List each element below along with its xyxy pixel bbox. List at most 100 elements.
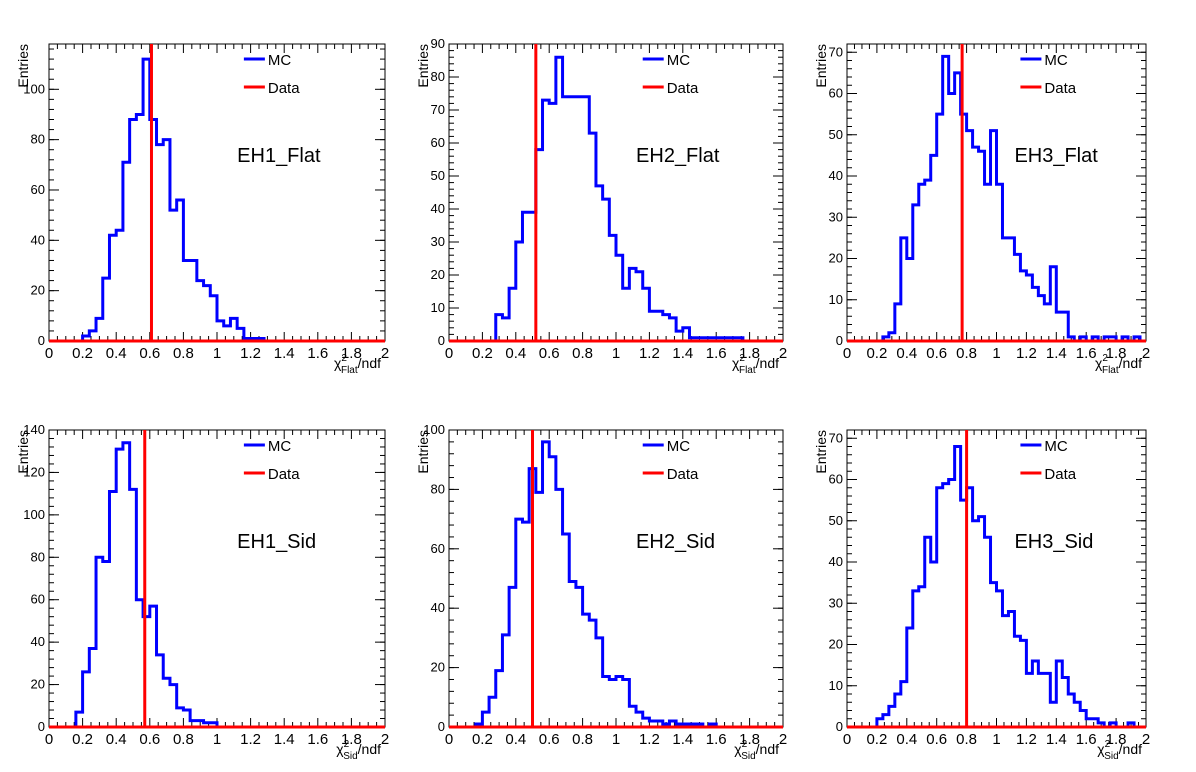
y-tick-label: 100	[423, 422, 445, 437]
legend-label-data: Data	[1044, 466, 1076, 483]
y-tick-label: 40	[31, 232, 45, 247]
y-tick-label: 70	[829, 44, 843, 59]
x-tick-label: 1.6	[706, 345, 727, 362]
legend-label-mc: MC	[667, 438, 690, 455]
y-tick-label: 0	[438, 333, 445, 348]
legend-label-data: Data	[268, 80, 300, 97]
y-axis-title: Entries	[15, 430, 31, 474]
x-tick-label: 2	[779, 345, 787, 362]
x-tick-label: 0	[445, 731, 453, 748]
panel-label: EH3_Flat	[1014, 145, 1098, 167]
y-tick-label: 60	[31, 592, 45, 607]
x-tick-label: 0.8	[572, 345, 593, 362]
x-tick-label: 1.6	[706, 731, 727, 748]
histogram-panel-p5: 0 0.2 0.4 0.6 0.8 1 1.2 1.4 1.6 1.8 2020406080100E…	[415, 422, 787, 762]
x-tick-label: 0	[45, 345, 53, 362]
x-tick-label: 1	[992, 345, 1000, 362]
y-tick-label: 40	[829, 554, 843, 569]
y-tick-label: 20	[829, 637, 843, 652]
mc-histogram-line	[49, 441, 385, 729]
x-tick-label: 1.4	[274, 345, 295, 362]
x-tick-label: 1.2	[240, 731, 261, 748]
y-tick-label: 20	[31, 677, 45, 692]
x-tick-label: 1.8	[1106, 345, 1127, 362]
y-tick-label: 80	[31, 549, 45, 564]
x-tick-label: 2	[1142, 731, 1150, 748]
x-tick-label: 1.2	[1016, 731, 1037, 748]
x-tick-label: 1.2	[639, 731, 660, 748]
y-tick-label: 60	[31, 182, 45, 197]
y-tick-label: 70	[431, 102, 445, 117]
y-axis-title: Entries	[415, 430, 431, 474]
x-tick-label: 0.4	[896, 731, 917, 748]
x-axis-title: χ2 Flat/ndf	[1095, 353, 1142, 376]
plot-frame	[448, 43, 784, 342]
y-tick-label: 10	[829, 678, 843, 693]
x-tick-label: 1.6	[1076, 345, 1097, 362]
x-tick-label: 0	[843, 345, 851, 362]
y-tick-label: 30	[829, 595, 843, 610]
panel-label: EH3_Sid	[1014, 531, 1093, 553]
y-tick-label: 120	[23, 464, 45, 479]
y-axis-title: Entries	[415, 44, 431, 88]
x-tick-label: 1	[612, 345, 620, 362]
x-tick-label: 0.8	[173, 345, 194, 362]
x-tick-label: 1.4	[274, 731, 295, 748]
y-tick-label: 20	[431, 267, 445, 282]
y-axis-title: Entries	[813, 44, 829, 88]
y-tick-label: 80	[431, 69, 445, 84]
x-tick-label: 0	[843, 731, 851, 748]
mc-histogram-line	[49, 57, 385, 343]
x-tick-label: 1.6	[307, 731, 328, 748]
plot-frame	[846, 429, 1147, 728]
x-tick-label: 0.4	[106, 345, 127, 362]
x-tick-label: 1	[612, 731, 620, 748]
y-tick-label: 0	[38, 719, 45, 734]
y-axis-title: Entries	[813, 430, 829, 474]
y-tick-label: 40	[31, 634, 45, 649]
x-tick-label: 0.2	[866, 731, 887, 748]
y-tick-label: 90	[431, 36, 445, 51]
x-axis-title: χ2 Sid/ndf	[734, 739, 779, 762]
x-tick-label: 2	[381, 345, 389, 362]
x-tick-label: 0.8	[956, 345, 977, 362]
legend-label-mc: MC	[667, 52, 690, 69]
y-tick-label: 60	[431, 541, 445, 556]
y-tick-label: 20	[829, 251, 843, 266]
x-tick-label: 0.6	[539, 345, 560, 362]
x-tick-label: 0.4	[505, 731, 526, 748]
x-tick-label: 2	[1142, 345, 1150, 362]
x-axis-title: χ2 Sid/ndf	[1097, 739, 1142, 762]
panel-label: EH2_Sid	[636, 531, 715, 553]
x-axis-title: χ2 Flat/ndf	[334, 353, 381, 376]
legend-label-mc: MC	[1044, 52, 1067, 69]
mc-histogram-line	[847, 445, 1146, 729]
legend-label-data: Data	[667, 466, 699, 483]
x-tick-label: 1.6	[307, 345, 328, 362]
y-tick-label: 30	[829, 209, 843, 224]
x-tick-label: 1.6	[1076, 731, 1097, 748]
x-tick-label: 1.4	[672, 731, 693, 748]
y-tick-label: 100	[23, 507, 45, 522]
y-tick-label: 40	[829, 168, 843, 183]
legend-label-mc: MC	[1044, 438, 1067, 455]
y-tick-label: 50	[431, 168, 445, 183]
x-tick-label: 2	[779, 731, 787, 748]
y-tick-label: 70	[829, 430, 843, 445]
x-tick-label: 0.4	[505, 345, 526, 362]
x-tick-label: 0.6	[539, 731, 560, 748]
x-tick-label: 0.8	[173, 731, 194, 748]
x-tick-label: 1.2	[639, 345, 660, 362]
histogram-panel-p1: 0 0.2 0.4 0.6 0.8 1 1.2 1.4 1.6 1.8 2020406080100E…	[15, 43, 389, 376]
legend-label-mc: MC	[268, 438, 291, 455]
x-tick-label: 1.8	[1106, 731, 1127, 748]
y-tick-label: 80	[31, 132, 45, 147]
x-tick-label: 0.8	[956, 731, 977, 748]
y-tick-label: 0	[438, 719, 445, 734]
x-tick-label: 1.8	[341, 731, 362, 748]
x-axis-title: χ2 Flat/ndf	[732, 353, 779, 376]
x-tick-label: 0.8	[572, 731, 593, 748]
y-tick-label: 0	[836, 333, 843, 348]
x-tick-label: 0	[45, 731, 53, 748]
